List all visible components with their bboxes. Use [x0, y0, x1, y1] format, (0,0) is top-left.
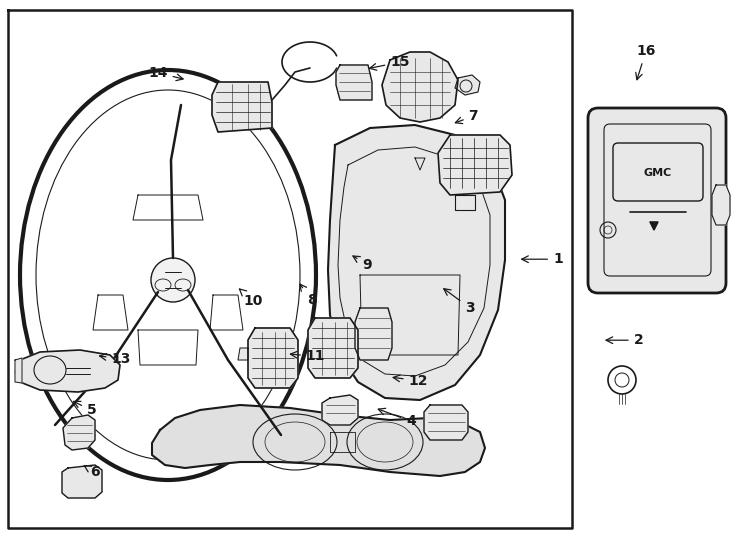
Polygon shape: [382, 52, 458, 122]
Polygon shape: [322, 395, 358, 425]
Text: 15: 15: [370, 55, 410, 70]
Text: 5: 5: [73, 401, 97, 417]
Polygon shape: [238, 348, 248, 360]
Text: 11: 11: [291, 349, 325, 363]
Polygon shape: [308, 318, 358, 378]
Text: 12: 12: [393, 374, 428, 388]
Text: 4: 4: [378, 408, 416, 428]
Polygon shape: [328, 125, 505, 400]
Polygon shape: [15, 358, 22, 383]
Polygon shape: [62, 465, 102, 498]
Text: 8: 8: [299, 284, 317, 307]
Polygon shape: [336, 65, 372, 100]
Text: 1: 1: [522, 252, 563, 266]
Text: 14: 14: [148, 66, 183, 80]
Polygon shape: [438, 135, 512, 195]
Text: 6: 6: [84, 465, 101, 480]
Ellipse shape: [151, 258, 195, 302]
Polygon shape: [63, 415, 95, 450]
Text: 9: 9: [353, 256, 372, 272]
Text: GMC: GMC: [644, 168, 672, 178]
Polygon shape: [355, 308, 392, 360]
Polygon shape: [212, 82, 272, 132]
Text: 2: 2: [606, 333, 644, 347]
Polygon shape: [455, 195, 475, 210]
Text: 7: 7: [455, 109, 479, 124]
Polygon shape: [15, 350, 120, 392]
Polygon shape: [650, 222, 658, 230]
Polygon shape: [152, 405, 485, 476]
Text: 3: 3: [444, 289, 475, 315]
Polygon shape: [424, 405, 468, 440]
FancyBboxPatch shape: [588, 108, 726, 293]
Polygon shape: [712, 185, 730, 225]
Text: 13: 13: [100, 352, 131, 366]
Text: 16: 16: [636, 44, 655, 80]
Polygon shape: [248, 328, 298, 388]
Text: 10: 10: [239, 289, 263, 308]
Polygon shape: [455, 75, 480, 95]
